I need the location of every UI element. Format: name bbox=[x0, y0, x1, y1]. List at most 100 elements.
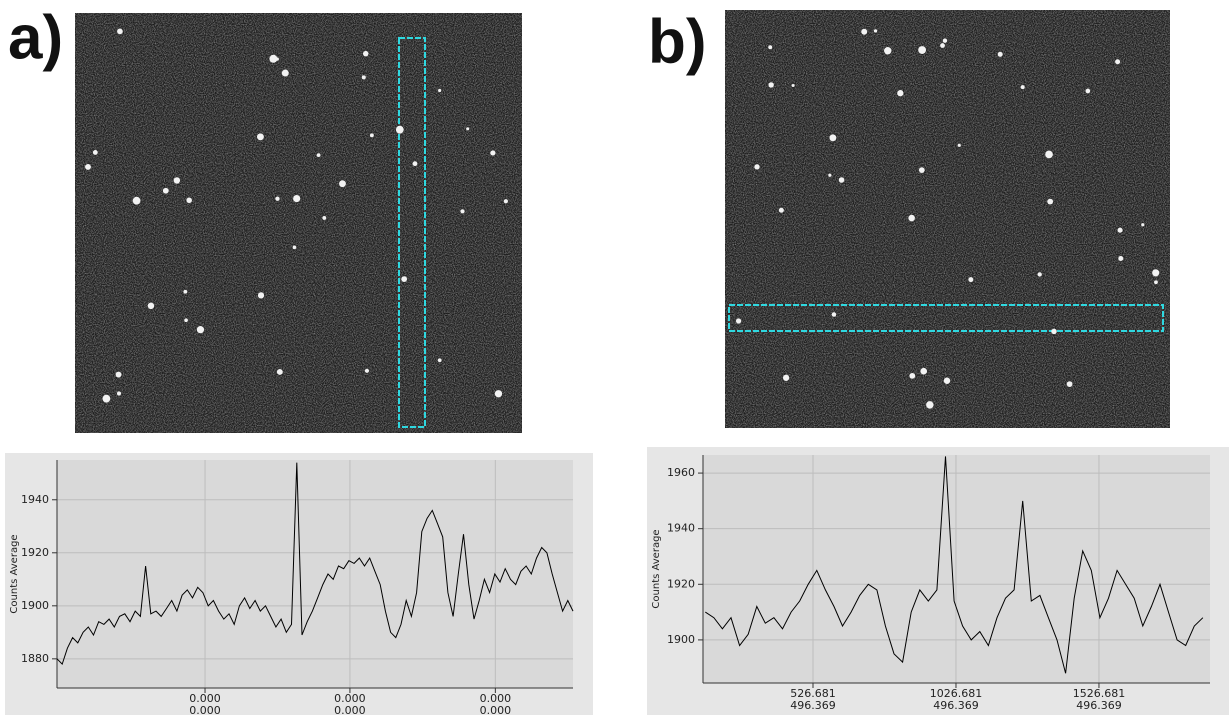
spot bbox=[196, 326, 205, 334]
spot bbox=[782, 374, 790, 381]
spot bbox=[735, 318, 742, 324]
spot bbox=[395, 125, 404, 134]
spot bbox=[1115, 59, 1121, 65]
y-tick-label: 1920 bbox=[21, 546, 49, 559]
spot bbox=[275, 196, 280, 201]
y-tick-label: 1940 bbox=[667, 522, 695, 535]
spot bbox=[162, 187, 169, 194]
spot bbox=[997, 51, 1003, 57]
spot bbox=[1066, 381, 1073, 387]
profile-line bbox=[56, 462, 574, 666]
spot bbox=[943, 377, 951, 384]
x-tick-label: 1526.681 bbox=[1073, 687, 1126, 700]
spot bbox=[754, 164, 760, 170]
spot bbox=[362, 50, 369, 57]
x-tick-label: 0.000 bbox=[334, 704, 366, 717]
y-tick-label: 1920 bbox=[667, 577, 695, 590]
spot bbox=[490, 150, 496, 156]
spot bbox=[1085, 88, 1091, 94]
roi-rect bbox=[398, 37, 426, 428]
spot bbox=[85, 163, 91, 170]
y-axis-label: Counts Average bbox=[9, 534, 20, 613]
panel-label: a) bbox=[8, 3, 63, 72]
x-tick-label: 0.000 bbox=[334, 692, 366, 705]
y-tick-label: 1960 bbox=[667, 466, 695, 479]
spot bbox=[503, 199, 508, 204]
spot bbox=[884, 47, 892, 55]
spot bbox=[791, 84, 795, 88]
spot bbox=[1045, 150, 1053, 159]
bright-spots bbox=[85, 28, 1160, 409]
spot bbox=[1154, 280, 1158, 285]
x-tick-label: 0.000 bbox=[480, 692, 512, 705]
y-tick-label: 1900 bbox=[21, 599, 49, 612]
y-tick-label: 1940 bbox=[21, 493, 49, 506]
spot bbox=[102, 394, 111, 403]
x-tick-label: 0.000 bbox=[189, 692, 221, 705]
spot bbox=[942, 38, 948, 43]
spot bbox=[339, 180, 346, 188]
spot bbox=[276, 368, 283, 375]
panel-label: b) bbox=[648, 7, 707, 76]
spot bbox=[838, 177, 845, 183]
spot bbox=[369, 133, 374, 138]
spot bbox=[1152, 269, 1160, 277]
spot bbox=[116, 391, 122, 396]
plot-area bbox=[703, 455, 1210, 683]
x-tick-label: 526.681 bbox=[790, 687, 836, 700]
spot bbox=[918, 46, 927, 54]
spot bbox=[494, 390, 503, 398]
spot bbox=[173, 177, 181, 184]
spot bbox=[920, 367, 928, 375]
spot bbox=[831, 312, 837, 317]
spot bbox=[908, 214, 915, 222]
x-tick-label: 0.000 bbox=[480, 704, 512, 717]
x-tick-label: 496.369 bbox=[790, 699, 836, 712]
spot bbox=[316, 153, 321, 158]
spot bbox=[256, 133, 264, 141]
x-tick-label: 1026.681 bbox=[930, 687, 983, 700]
spot bbox=[147, 302, 155, 310]
profile-line bbox=[705, 456, 1204, 674]
spot bbox=[437, 358, 442, 363]
spot bbox=[1047, 198, 1054, 205]
spot bbox=[926, 401, 934, 409]
spot bbox=[1118, 255, 1124, 261]
roi-rect bbox=[728, 304, 1164, 332]
spot bbox=[460, 209, 465, 214]
spot bbox=[1051, 328, 1057, 335]
image-b bbox=[725, 10, 1170, 428]
spot bbox=[1037, 272, 1042, 277]
spot bbox=[1020, 85, 1025, 90]
spot bbox=[364, 368, 370, 373]
spot bbox=[768, 45, 773, 50]
spot bbox=[438, 88, 442, 93]
spot bbox=[401, 276, 408, 283]
spot bbox=[269, 54, 278, 63]
spot bbox=[1141, 223, 1145, 227]
spot bbox=[940, 43, 945, 48]
spot bbox=[768, 82, 774, 88]
spot bbox=[183, 289, 188, 294]
y-tick-label: 1900 bbox=[667, 633, 695, 646]
spot bbox=[957, 143, 961, 147]
y-axis-label: Counts Average bbox=[651, 529, 662, 608]
spot bbox=[117, 28, 123, 35]
spot bbox=[828, 173, 832, 177]
spot bbox=[184, 318, 188, 323]
spot bbox=[322, 215, 327, 220]
x-tick-label: 496.369 bbox=[1076, 699, 1122, 712]
spot bbox=[778, 207, 784, 213]
spot bbox=[281, 69, 289, 77]
spot bbox=[292, 245, 297, 250]
spot bbox=[897, 90, 904, 97]
spot bbox=[257, 292, 265, 299]
spot bbox=[186, 197, 192, 204]
spot bbox=[132, 196, 141, 205]
spot bbox=[115, 371, 122, 378]
x-tick-label: 496.369 bbox=[933, 699, 979, 712]
x-tick-label: 0.000 bbox=[189, 704, 221, 717]
spot bbox=[918, 167, 925, 173]
spot bbox=[861, 28, 868, 35]
